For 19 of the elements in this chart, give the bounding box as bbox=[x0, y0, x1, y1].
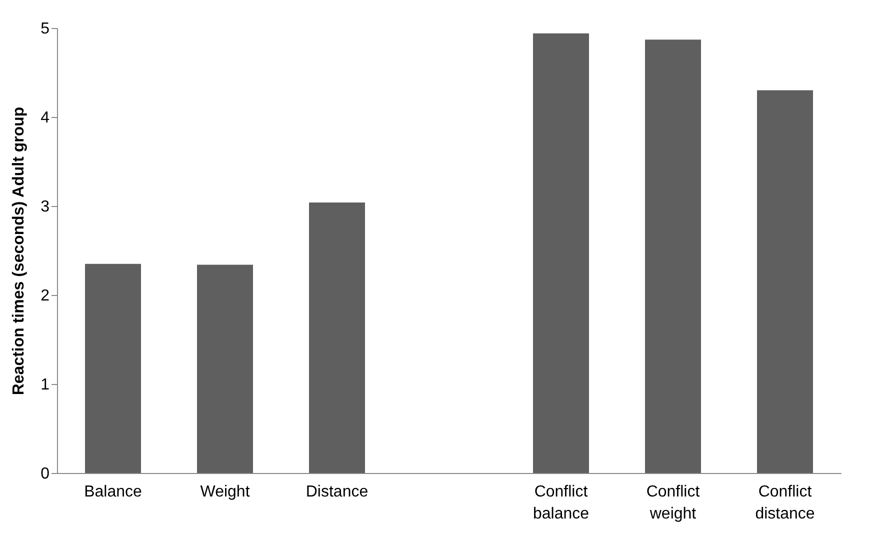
y-tick-label: 0 bbox=[40, 466, 50, 482]
y-tick-label: 4 bbox=[40, 110, 50, 126]
x-tick-label: Balance bbox=[84, 484, 142, 500]
y-tick-label: 3 bbox=[40, 198, 50, 216]
x-tick-label: Distance bbox=[306, 484, 368, 500]
y-axis-title: Reaction times (seconds) Adult group bbox=[10, 106, 28, 396]
y-tick-label: 2 bbox=[40, 288, 50, 304]
bar bbox=[85, 264, 141, 473]
bar bbox=[533, 33, 589, 473]
x-tick-label: Weight bbox=[200, 484, 250, 500]
y-tick-label: 5 bbox=[40, 20, 50, 38]
x-tick-label: Conflict balance bbox=[532, 484, 590, 522]
x-tick-label: Conflict distance bbox=[755, 484, 815, 522]
x-tick-label: Conflict weight bbox=[646, 484, 700, 522]
bar bbox=[309, 202, 365, 473]
bar bbox=[197, 264, 253, 473]
y-tick-label: 1 bbox=[40, 376, 50, 394]
bar bbox=[645, 40, 701, 473]
bar bbox=[757, 90, 813, 473]
